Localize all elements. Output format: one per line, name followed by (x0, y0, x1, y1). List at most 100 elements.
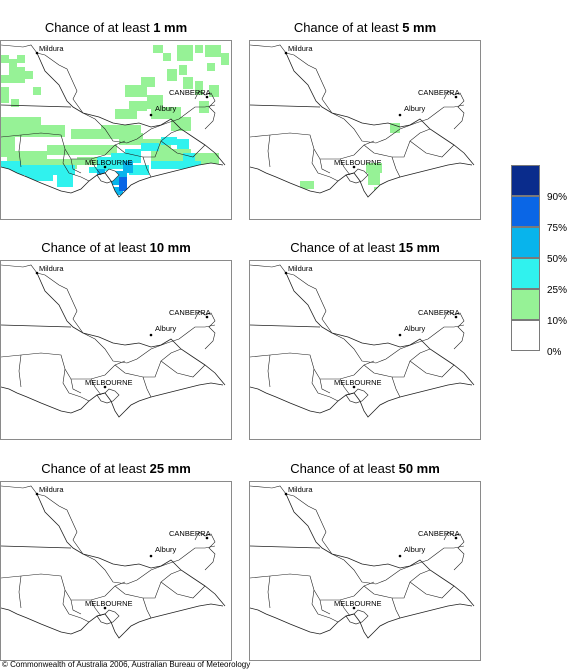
place-marker (103, 165, 107, 169)
rainfall-probability-cell (77, 157, 97, 165)
place-label-canberra: CANBERRA (418, 308, 460, 317)
rainfall-probability-cell (209, 85, 219, 97)
place-label-melbourne: MELBOURNE (85, 599, 133, 608)
place-marker (398, 333, 402, 337)
place-marker (35, 271, 39, 275)
place-label-albury: Albury (404, 104, 426, 113)
place-label-melbourne: MELBOURNE (334, 599, 382, 608)
state-border (1, 104, 72, 108)
panel-title: Chance of at least 15 mm (290, 240, 440, 255)
rainfall-probability-cell (177, 45, 193, 61)
rainfall-probability-cell (221, 53, 229, 65)
state-border (250, 545, 321, 549)
state-border (285, 272, 475, 386)
sea-area (250, 604, 480, 660)
district-border (339, 599, 351, 617)
district-border (1, 132, 126, 160)
rainfall-probability-cell (151, 107, 181, 119)
rainfall-probability-cell (119, 133, 143, 145)
place-marker (398, 554, 402, 558)
port-phillip-bay (345, 168, 369, 184)
district-border (160, 140, 206, 158)
rainfall-probability-cell (300, 181, 314, 189)
panel-title: Chance of at least 10 mm (41, 240, 191, 255)
coastline (250, 162, 473, 198)
state-border (1, 545, 72, 549)
legend-label: 25% (547, 285, 568, 296)
murray-river (250, 485, 465, 585)
rainfall-probability-cell (171, 117, 191, 131)
legend-label: 0% (547, 347, 562, 358)
legend-swatch-0 (511, 320, 540, 351)
legend-label: 75% (547, 223, 568, 234)
place-label-canberra: CANBERRA (169, 529, 211, 538)
place-marker (149, 333, 153, 337)
rainfall-probability-cell (179, 65, 187, 75)
place-marker (284, 492, 288, 496)
place-marker (35, 51, 39, 55)
rainfall-probability-cell (97, 157, 111, 171)
rainfall-probability-cell (71, 129, 101, 139)
district-border (319, 599, 331, 615)
place-marker (352, 165, 356, 169)
place-label-mildura: Mildura (39, 44, 64, 53)
district-border (160, 581, 206, 599)
district-border (409, 140, 455, 158)
sea-area (1, 604, 231, 660)
rainfall-probability-cell (1, 117, 41, 137)
place-marker (205, 315, 209, 319)
port-phillip-bay (345, 609, 369, 625)
rainfall-probability-cell (1, 55, 9, 63)
copyright-notice: © Commonwealth of Australia 2006, Austra… (2, 660, 251, 669)
rainfall-probability-cell (161, 137, 177, 145)
place-marker (103, 606, 107, 610)
coastline (1, 162, 224, 198)
rainfall-probability-cell (141, 77, 155, 87)
map-10mm: Mildura CANBERRA Albury MELBOURNE (0, 260, 232, 440)
place-label-mildura: Mildura (288, 485, 313, 494)
panel-title: Chance of at least 25 mm (41, 461, 191, 476)
place-label-albury: Albury (404, 324, 426, 333)
legend-label: 90% (547, 192, 568, 203)
coastline (250, 382, 473, 418)
rainfall-probability-cell (207, 63, 215, 71)
place-label-melbourne: MELBOURNE (334, 378, 382, 387)
district-border (250, 352, 375, 380)
rainfall-probability-cell (25, 71, 33, 79)
district-border (409, 360, 455, 378)
place-label-mildura: Mildura (39, 485, 64, 494)
district-border (90, 599, 102, 617)
map-25mm: Mildura CANBERRA Albury MELBOURNE (0, 481, 232, 661)
rainfall-probability-cell (366, 163, 382, 173)
district-border (90, 378, 102, 396)
place-marker (398, 113, 402, 117)
place-marker (284, 271, 288, 275)
rainfall-probability-cell (183, 153, 195, 161)
state-border (250, 104, 321, 108)
place-marker (205, 536, 209, 540)
rainfall-probability-cell (115, 109, 137, 119)
rainfall-probability-cell (163, 53, 171, 61)
legend-swatch-75 (511, 196, 540, 227)
district-border (250, 132, 375, 160)
place-marker (284, 51, 288, 55)
district-border (70, 378, 82, 394)
place-label-albury: Albury (155, 104, 177, 113)
district-border (363, 348, 431, 378)
district-border (250, 573, 375, 601)
rainfall-probability-cell (21, 165, 51, 175)
district-border (311, 148, 339, 182)
place-marker (149, 113, 153, 117)
rainfall-probability-cell (41, 125, 65, 137)
district-border (1, 573, 126, 601)
rainfall-probability-cell (1, 87, 9, 103)
rainfall-probability-cell (195, 45, 203, 53)
rainfall-probability-cell (147, 95, 163, 109)
legend-label: 50% (547, 254, 568, 265)
district-border (363, 128, 431, 158)
place-marker (103, 385, 107, 389)
district-border (70, 599, 82, 615)
sea-area (250, 383, 480, 439)
murray-river (1, 44, 216, 144)
legend-swatch-50 (511, 227, 540, 258)
